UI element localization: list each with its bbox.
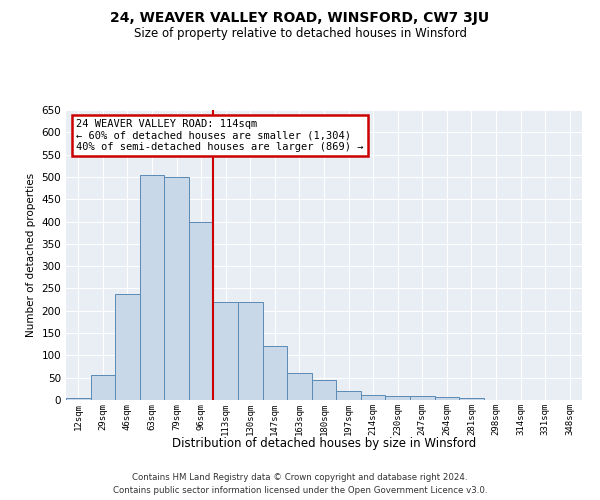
Text: Contains HM Land Registry data © Crown copyright and database right 2024.: Contains HM Land Registry data © Crown c… [132,472,468,482]
Bar [238,302,263,400]
Bar [287,373,312,400]
Text: Distribution of detached houses by size in Winsford: Distribution of detached houses by size … [172,438,476,450]
Bar [189,222,214,400]
Bar [385,396,410,400]
Bar [263,346,287,400]
Bar [214,302,238,400]
Bar [140,174,164,400]
Bar [336,391,361,400]
Text: Contains public sector information licensed under the Open Government Licence v3: Contains public sector information licen… [113,486,487,495]
Bar [91,376,115,400]
Text: Size of property relative to detached houses in Winsford: Size of property relative to detached ho… [133,28,467,40]
Bar [434,398,459,400]
Text: 24 WEAVER VALLEY ROAD: 114sqm
← 60% of detached houses are smaller (1,304)
40% o: 24 WEAVER VALLEY ROAD: 114sqm ← 60% of d… [76,118,364,152]
Bar [361,394,385,400]
Text: 24, WEAVER VALLEY ROAD, WINSFORD, CW7 3JU: 24, WEAVER VALLEY ROAD, WINSFORD, CW7 3J… [110,11,490,25]
Bar [66,398,91,400]
Bar [164,177,189,400]
Bar [459,398,484,400]
Y-axis label: Number of detached properties: Number of detached properties [26,173,36,337]
Bar [115,294,140,400]
Bar [312,380,336,400]
Bar [410,396,434,400]
